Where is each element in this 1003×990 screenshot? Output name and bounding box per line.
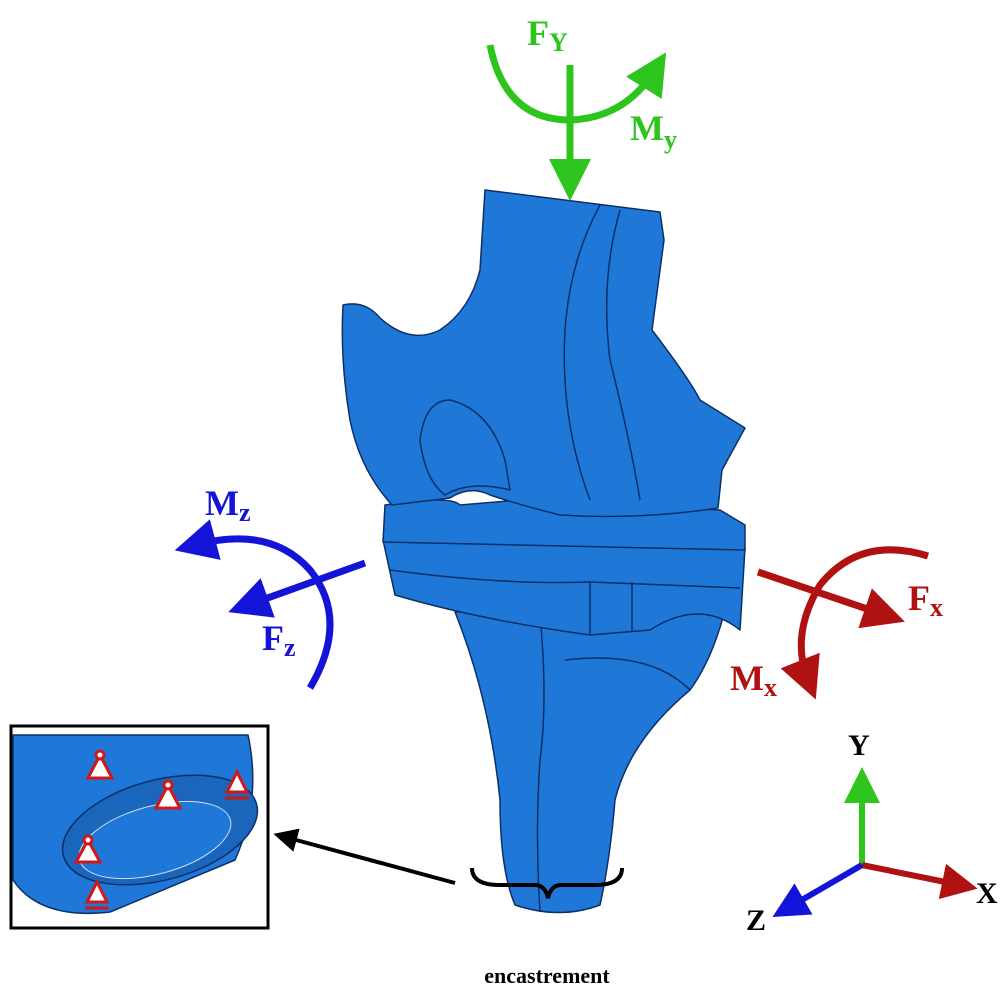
force-label: Fx [908,578,943,622]
x-loads: Fx Mx [730,550,943,702]
z-loads: Mz Fz [195,483,365,688]
support-label: encastrement [484,963,610,988]
fy-load: FY My [490,13,677,180]
axis-label: Y [848,729,870,762]
implant [342,190,745,913]
moment-label: Mx [730,658,777,702]
force-label: Fz [262,618,296,662]
support-inset [11,726,270,928]
inset-arrow [285,837,455,883]
diagram: FY My Mz Fz Fx Mx encastrement Y X Z [0,0,1003,990]
tibial-stem [455,610,725,913]
moment-arrow [195,539,330,688]
force-label: FY [527,13,568,57]
moment-label: My [630,108,677,154]
axis-label: X [976,877,998,910]
coordinate-axes: Y X Z [746,729,998,937]
axis-label: Z [746,904,766,937]
femoral-component [342,190,745,516]
moment-label: Mz [205,483,251,527]
